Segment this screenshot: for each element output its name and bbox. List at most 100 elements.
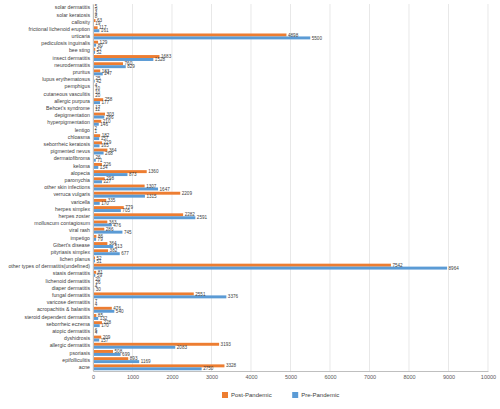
data-label: 1307 xyxy=(146,184,157,189)
x-tick: 5000 xyxy=(285,371,297,380)
y-tick-label: verruca vulgaris xyxy=(53,191,90,197)
data-label: 30 xyxy=(96,287,102,292)
y-tick: allergic dermatitis xyxy=(50,342,93,348)
y-tick-label: pemphigus xyxy=(65,83,91,89)
data-label: 829 xyxy=(127,64,135,69)
y-tick: frictional lichenoid eruption xyxy=(29,26,93,32)
grid-line xyxy=(369,4,370,371)
y-tick: epifolliculitis xyxy=(62,357,93,363)
bar xyxy=(93,58,153,61)
y-tick-label: chloasma xyxy=(68,134,90,140)
y-tick-label: solar dermatitis xyxy=(55,4,91,10)
grid-line xyxy=(172,4,173,371)
data-label: 52 xyxy=(97,50,103,55)
x-tick-label: 1000 xyxy=(127,374,139,380)
data-label: 26 xyxy=(96,280,102,285)
y-tick-label: pruritus xyxy=(73,69,91,75)
plot-area: 5463117489812957168376018325410258173032… xyxy=(8,4,496,380)
bar xyxy=(93,180,102,183)
chart-container: 5463117489812957168376018325410258173032… xyxy=(0,0,500,409)
y-tick-label: allergic dermatitis xyxy=(50,342,91,348)
y-tick-label: varicose dermatitis xyxy=(47,299,91,305)
data-label: 1 xyxy=(95,129,98,134)
y-tick: herpes simplex xyxy=(55,206,93,212)
data-label: 335 xyxy=(108,198,116,203)
y-tick: callosity xyxy=(72,19,93,25)
bar xyxy=(93,346,175,349)
y-tick-label: frictional lichenoid eruption xyxy=(29,26,91,32)
y-tick-label: hyperpigmentation xyxy=(47,119,90,125)
y-tick: chloasma xyxy=(68,134,93,140)
y-tick: herpes zoster xyxy=(59,213,93,219)
data-labels: 5463117489812957168376018325410258173032… xyxy=(95,4,460,372)
legend-swatch xyxy=(292,392,298,398)
y-tick: acne xyxy=(79,364,93,370)
data-label: 8 xyxy=(95,14,98,19)
y-tick-label: lichenoid dermatitis xyxy=(46,278,91,284)
x-tick-label: 0 xyxy=(92,374,95,380)
data-label: 3376 xyxy=(228,294,239,299)
y-tick: cutaneous vasculitis xyxy=(44,91,93,97)
y-tick-label: impetigo xyxy=(70,235,90,241)
data-label: 79 xyxy=(98,237,104,242)
bar xyxy=(93,69,100,72)
bar xyxy=(93,202,100,205)
y-tick-label: stasis dermatitis xyxy=(53,270,91,276)
x-tick-label: 5000 xyxy=(285,374,297,380)
y-axis-line xyxy=(93,5,94,372)
data-label: 677 xyxy=(121,251,129,256)
y-tick: Behcet's syndrome xyxy=(46,105,93,111)
data-label: 146 xyxy=(100,122,108,127)
bars xyxy=(93,5,447,371)
data-label: 3328 xyxy=(226,363,237,368)
data-label: 165 xyxy=(101,143,109,148)
y-tick: molluscum contagiosum xyxy=(34,220,93,226)
bar xyxy=(93,264,391,267)
y-tick-label: pityriasis simplex xyxy=(51,249,91,255)
y-tick-label: diaper dermatitis xyxy=(52,285,91,291)
bar xyxy=(93,221,107,224)
bar xyxy=(93,192,180,195)
data-label: 170 xyxy=(101,201,109,206)
data-label: 1360 xyxy=(148,169,159,174)
y-tick: dyshidrosis xyxy=(64,335,93,341)
bar xyxy=(93,228,104,231)
bar xyxy=(93,307,112,310)
x-tick: 1000 xyxy=(127,371,139,380)
y-tick-label: bee sting xyxy=(69,47,90,53)
y-tick: other skin infections xyxy=(44,184,93,190)
x-tick: 4000 xyxy=(245,371,257,380)
data-label: 10 xyxy=(95,86,101,91)
legend-label: Post-Pandemic xyxy=(231,392,272,398)
y-tick: lichen planus xyxy=(60,256,93,262)
bar xyxy=(93,195,145,198)
y-tick: steroid dependent dermatitis xyxy=(25,314,93,320)
data-label: 170 xyxy=(101,323,109,328)
y-tick: urticaria xyxy=(72,33,93,39)
legend-swatch xyxy=(222,392,228,398)
x-tick-label: 10000 xyxy=(481,374,496,380)
bar xyxy=(93,55,159,58)
legend: Post-PandemicPre-Pandemic xyxy=(222,392,339,398)
y-tick-label: other types of dermatitis(undefined) xyxy=(8,263,90,269)
data-label: 2209 xyxy=(182,191,193,196)
data-label: 247 xyxy=(104,71,112,76)
data-label: 873 xyxy=(129,172,137,177)
y-tick: varicella xyxy=(71,199,93,205)
y-tick: pediculosis inguinalis xyxy=(41,40,93,46)
bar xyxy=(93,33,286,36)
y-tick: pemphigus xyxy=(65,83,93,89)
x-tick-label: 7000 xyxy=(364,374,376,380)
y-tick-label: seborrheic keratosis xyxy=(44,141,91,147)
x-tick-label: 3000 xyxy=(206,374,218,380)
x-tick: 8000 xyxy=(403,371,415,380)
grid-line xyxy=(448,4,449,371)
data-label: 9 xyxy=(95,7,98,12)
bar xyxy=(93,343,219,346)
data-label: 161 xyxy=(101,28,109,33)
y-tick-label: solar keratosis xyxy=(57,12,91,18)
x-tick: 0 xyxy=(92,371,95,380)
data-label: 19 xyxy=(95,21,101,26)
grid-line xyxy=(488,4,489,371)
y-tick-label: cutaneous vasculitis xyxy=(44,91,91,97)
